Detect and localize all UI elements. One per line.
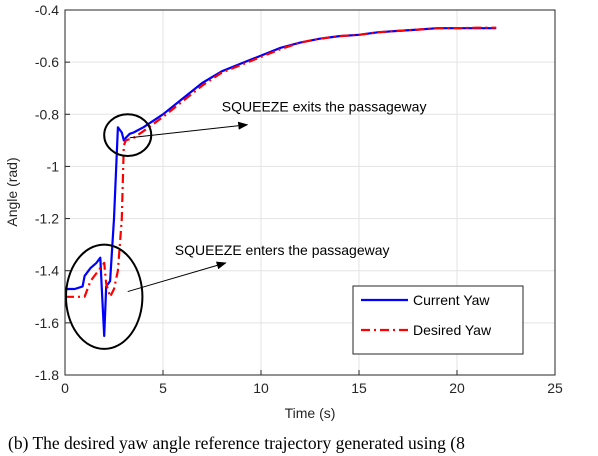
y-tick-label: -1.8 xyxy=(35,367,59,383)
figure-caption: (b) The desired yaw angle reference traj… xyxy=(8,433,465,453)
annotation-ellipse xyxy=(64,243,144,350)
annotation-arrow xyxy=(129,121,249,139)
series-group xyxy=(65,26,497,337)
y-tick-label: -0.4 xyxy=(35,2,59,18)
y-axis-label: Angle (rad) xyxy=(4,157,20,226)
y-tick-label: -1.6 xyxy=(35,315,59,331)
x-tick-label: 15 xyxy=(351,380,367,396)
x-tick-label: 5 xyxy=(159,380,167,396)
ticks: 0 5 10 15 20 25 -1.8 -1.6 -1.4 -1.2 -1 -0.8 -0.6 -0.4 xyxy=(35,2,563,396)
series-line-desired-yaw xyxy=(65,26,497,298)
y-tick-label: -0.8 xyxy=(35,106,59,122)
x-tick-label: 0 xyxy=(61,380,69,396)
legend: Current Yaw Desired Yaw xyxy=(352,285,524,355)
y-tick-label: -1.4 xyxy=(35,263,59,279)
legend-label: Current Yaw xyxy=(413,292,490,308)
y-tick-label: -1.2 xyxy=(35,211,59,227)
x-tick-label: 20 xyxy=(449,380,465,396)
legend-box xyxy=(352,285,524,355)
y-tick-label: -0.6 xyxy=(35,54,59,70)
plot-frame xyxy=(64,9,556,376)
annotation-arrow xyxy=(127,261,227,293)
annotation-text: SQUEEZE exits the passageway xyxy=(222,99,427,115)
chart: SQUEEZE exits the passageway SQUEEZE ente… xyxy=(4,2,563,421)
x-tick-label: 10 xyxy=(253,380,269,396)
x-tick-label: 25 xyxy=(547,380,563,396)
y-tick-label: -1 xyxy=(47,158,60,174)
x-axis-label: Time (s) xyxy=(285,405,336,421)
legend-label: Desired Yaw xyxy=(413,322,492,338)
annotations: SQUEEZE exits the passageway SQUEEZE ente… xyxy=(64,99,427,350)
annotation-text: SQUEEZE enters the passageway xyxy=(175,242,390,258)
